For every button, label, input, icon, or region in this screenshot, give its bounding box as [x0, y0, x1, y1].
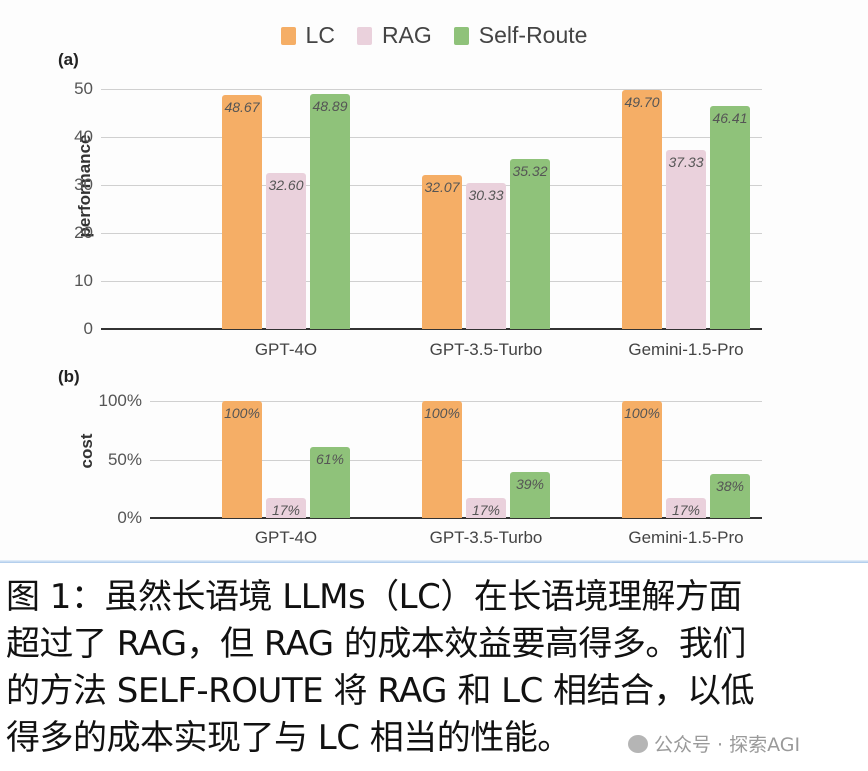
watermark: 公众号 · 探索AGI — [628, 730, 800, 757]
bar-value-label: 100% — [624, 405, 660, 421]
bar-value-label: 100% — [224, 405, 260, 421]
bar-self-route-2 — [710, 473, 750, 518]
y-tick-label: 50 — [74, 79, 93, 98]
y-tick-label: 20 — [74, 223, 93, 242]
caption-line: 图 1：虽然长语境 LLMs（LC）在长语境理解方面 — [6, 577, 742, 617]
legend-swatch-icon — [356, 26, 372, 45]
gridline — [101, 137, 762, 138]
bar-lc-1 — [422, 401, 462, 518]
bar-self-route-0 — [310, 94, 350, 329]
separator — [0, 560, 868, 563]
bar-self-route-0 — [310, 446, 350, 518]
legend-item-rag: RAG — [356, 22, 432, 49]
bar-value-label: 32.07 — [424, 179, 460, 196]
figure-caption: 图 1：虽然长语境 LLMs（LC）在长语境理解方面 超过了 RAG，但 RAG… — [6, 574, 866, 762]
bar-rag-2 — [666, 149, 706, 329]
x-category-label: GPT-4O — [254, 528, 318, 547]
legend-label: RAG — [381, 22, 432, 48]
watermark-text: 公众号 · 探索AGI — [654, 734, 801, 756]
y-tick-label: 40 — [74, 127, 93, 146]
bar-lc-1 — [422, 175, 462, 329]
bar-value-label: 38% — [715, 477, 745, 494]
bar-rag-1 — [466, 183, 506, 329]
caption-line: 的方法 SELF-ROUTE 将 RAG 和 LC 相结合，以低 — [6, 671, 755, 711]
bar-rag-0 — [266, 498, 306, 518]
panel-label-a: (a) — [58, 50, 79, 69]
bar-lc-0 — [222, 401, 262, 518]
y-tick-label: 10 — [74, 271, 93, 290]
bar-value-label: 48.67 — [224, 99, 260, 116]
wechat-icon — [628, 734, 648, 753]
legend-label: LC — [305, 22, 335, 48]
bar-value-label: 32.60 — [268, 176, 304, 193]
y-tick-label: 30 — [74, 175, 93, 194]
bar-value-label: 17% — [471, 502, 501, 519]
bar-rag-0 — [266, 172, 306, 329]
bar-value-label: 46.41 — [712, 110, 748, 127]
bar-rag-2 — [666, 498, 706, 518]
bar-value-label: 35.32 — [512, 163, 548, 180]
gridline — [101, 89, 762, 90]
chart-area: LC RAG Self-Route (a) performance 0 10 20 30 4… — [0, 22, 868, 547]
caption-line: 得多的成本实现了与 LC 相当的性能。 — [6, 718, 571, 758]
bar-value-label: 37.33 — [668, 153, 704, 170]
bar-value-label: 100% — [424, 405, 460, 421]
bar-value-label: 30.33 — [468, 187, 504, 204]
y-tick-label: 0% — [117, 508, 142, 527]
bar-value-label: 49.70 — [624, 94, 660, 111]
y-tick-label: 100% — [98, 391, 142, 410]
legend-swatch-icon — [453, 26, 469, 45]
bar-lc-2 — [622, 401, 662, 518]
bar-lc-0 — [222, 95, 262, 329]
legend-label: Self-Route — [478, 22, 588, 48]
bar-lc-2 — [622, 90, 662, 329]
y-tick-label: 50% — [107, 449, 142, 469]
bar-rag-1 — [466, 498, 506, 518]
x-category-label: GPT-3.5-Turbo — [429, 528, 543, 547]
bar-value-label: 61% — [315, 450, 345, 467]
x-category-label: GPT-4O — [254, 340, 318, 359]
legend-item-lc: LC — [280, 22, 335, 49]
bar-value-label: 39% — [515, 476, 545, 493]
x-category-label: Gemini-1.5-Pro — [628, 340, 744, 359]
bar-self-route-1 — [510, 159, 550, 329]
bar-value-label: 48.89 — [312, 98, 348, 115]
bar-self-route-2 — [710, 106, 750, 329]
x-axis-baseline — [101, 328, 762, 330]
caption-line: 超过了 RAG，但 RAG 的成本效益要高得多。我们 — [6, 624, 746, 664]
legend-item-self-route: Self-Route — [453, 22, 588, 49]
legend-swatch-icon — [280, 26, 296, 45]
bar-value-label: 17% — [671, 502, 701, 519]
panel-label-b: (b) — [58, 367, 80, 386]
legend: LC RAG Self-Route — [0, 22, 868, 49]
bar-self-route-1 — [510, 472, 550, 518]
y-tick-label: 0 — [83, 319, 93, 338]
x-category-label: Gemini-1.5-Pro — [628, 528, 744, 547]
x-category-label: GPT-3.5-Turbo — [429, 340, 543, 359]
x-axis-baseline — [150, 517, 762, 519]
bar-value-label: 17% — [271, 502, 301, 519]
